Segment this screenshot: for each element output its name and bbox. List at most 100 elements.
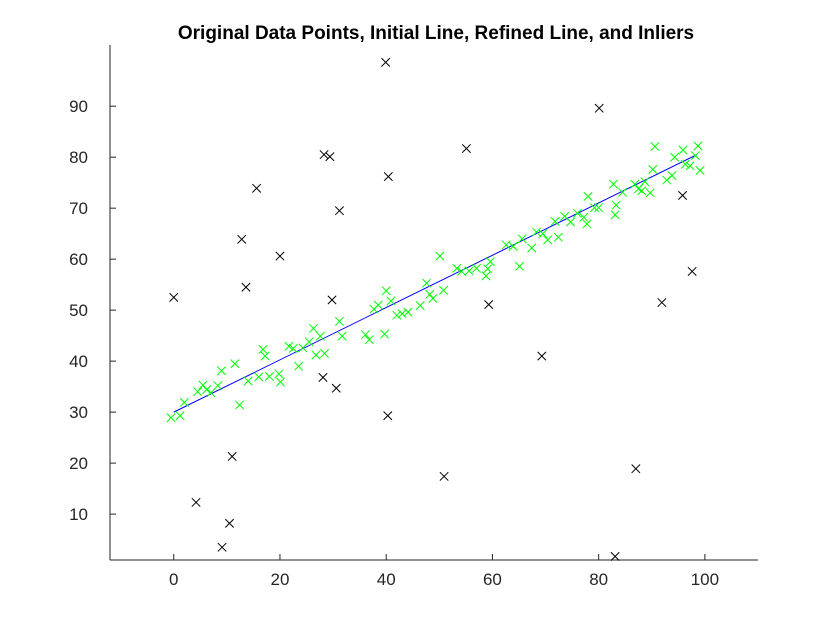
inlier-point: [640, 177, 650, 187]
data-point: [227, 451, 237, 462]
inlier-point: [550, 216, 560, 226]
inlier-point: [695, 165, 705, 175]
inlier-point: [645, 188, 655, 198]
inlier-point: [216, 366, 227, 376]
inlier-point: [693, 141, 703, 151]
y-tick-label: 50: [69, 301, 88, 320]
inlier-point: [381, 286, 391, 296]
data-point: [252, 183, 262, 193]
data-point: [383, 411, 393, 421]
data-point: [331, 383, 341, 393]
data-point: [319, 150, 329, 160]
data-point: [594, 103, 604, 113]
inlier-point: [315, 331, 325, 341]
inlier-point: [425, 289, 435, 299]
inlier-point: [690, 151, 700, 161]
inlier-point: [235, 400, 245, 410]
inlier-point: [662, 175, 672, 185]
inlier-point: [397, 309, 407, 319]
data-point: [439, 471, 449, 481]
data-point: [383, 172, 393, 182]
inlier-point: [435, 251, 445, 261]
y-tick-label: 70: [69, 199, 88, 218]
inlier-point: [481, 271, 491, 281]
inlier-point: [422, 278, 432, 288]
inlier-point: [274, 369, 284, 379]
x-tick-label: 100: [691, 570, 719, 589]
data-point: [327, 295, 337, 305]
data-point: [678, 190, 688, 200]
inlier-point: [311, 350, 321, 360]
inlier-point: [589, 203, 599, 213]
inlier-point: [582, 219, 592, 229]
data-point: [325, 152, 335, 162]
data-point: [610, 551, 620, 561]
data-point: [461, 143, 471, 154]
data-point: [275, 251, 285, 261]
inlier-point: [565, 217, 576, 227]
x-tick-label: 40: [377, 570, 396, 589]
inlier-point: [678, 145, 688, 155]
y-tick-label: 90: [69, 97, 88, 116]
inlier-point: [648, 164, 658, 174]
inlier-point: [650, 141, 660, 152]
inlier-point: [483, 264, 493, 274]
inlier-point: [611, 200, 621, 210]
axes: [109, 45, 758, 561]
inlier-point: [618, 187, 628, 197]
fit-line: [173, 154, 698, 413]
inlier-point: [360, 330, 371, 340]
inlier-point: [514, 261, 525, 271]
inlier-point: [166, 413, 176, 423]
data-point: [191, 497, 201, 507]
data-point: [241, 282, 251, 292]
inlier-point: [304, 337, 314, 347]
inlier-point: [579, 212, 589, 222]
data-point: [381, 57, 391, 67]
inlier-point: [583, 191, 593, 201]
inlier-point: [457, 266, 467, 276]
data-point: [318, 372, 328, 383]
axis-ticks: 0 20 40 60 80 100 10 20 30 40 50 60 70 80 90: [69, 97, 719, 589]
inlier-point: [275, 377, 286, 387]
data-point: [687, 266, 697, 276]
fit-lines: [173, 154, 698, 413]
inlier-point: [264, 371, 274, 381]
inlier-point: [243, 376, 253, 386]
inlier-points: [166, 141, 705, 423]
inlier-point: [415, 301, 425, 311]
inlier-point: [230, 359, 240, 369]
data-point: [484, 299, 494, 310]
inlier-point: [198, 380, 208, 390]
inlier-point: [337, 331, 347, 341]
inlier-point: [193, 387, 203, 397]
inlier-point: [464, 266, 474, 276]
inlier-point: [179, 397, 189, 407]
inlier-point: [364, 335, 374, 345]
inlier-point: [175, 411, 185, 421]
data-point: [537, 351, 547, 361]
inlier-point: [439, 285, 449, 295]
inlier-point: [553, 232, 563, 242]
inlier-point: [308, 323, 318, 334]
inlier-point: [202, 385, 212, 395]
inlier-point: [386, 296, 396, 306]
inlier-point: [572, 208, 582, 218]
inlier-point: [517, 234, 527, 244]
y-tick-label: 40: [69, 352, 88, 371]
x-tick-label: 60: [483, 570, 502, 589]
inlier-point: [380, 329, 390, 339]
inlier-point: [531, 227, 542, 237]
inlier-point: [608, 179, 619, 189]
inlier-point: [320, 348, 330, 359]
inlier-point: [294, 361, 304, 371]
inlier-point: [254, 372, 264, 382]
inlier-point: [373, 300, 383, 310]
inlier-point: [288, 343, 298, 353]
inlier-point: [452, 263, 462, 273]
inlier-point: [334, 316, 345, 326]
y-tick-label: 30: [69, 403, 88, 422]
inlier-point: [670, 152, 680, 162]
